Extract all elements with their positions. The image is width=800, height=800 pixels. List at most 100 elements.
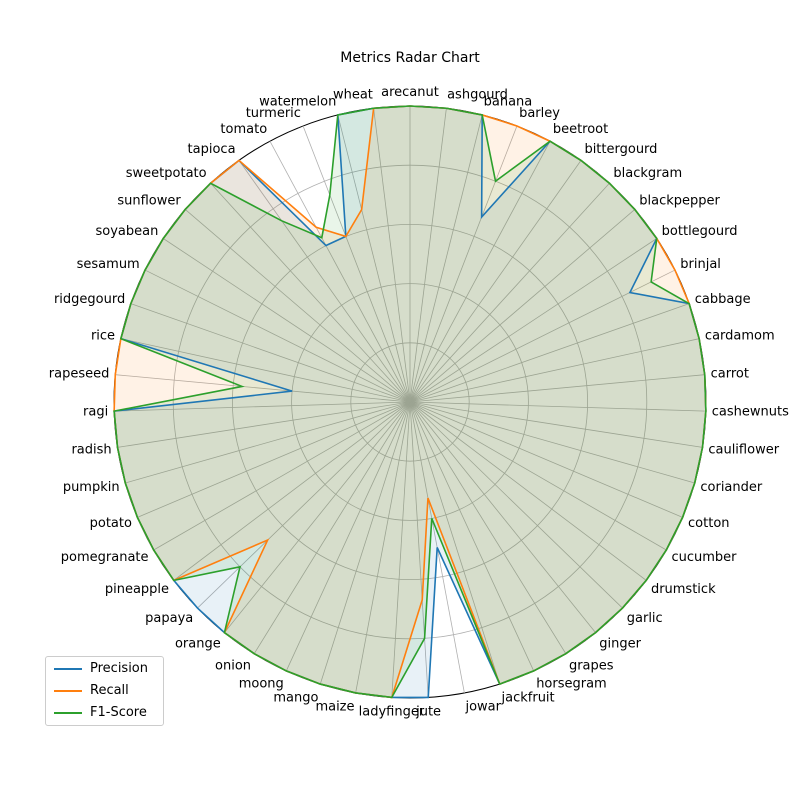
category-label: orange	[175, 636, 221, 651]
category-label: tapioca	[188, 142, 236, 157]
angular-grid-line	[409, 141, 551, 403]
angular-grid-line	[173, 401, 411, 581]
angular-grid-line	[409, 338, 700, 403]
angular-grid-line	[409, 401, 695, 484]
category-label: ridgegourd	[54, 292, 125, 307]
category-label: rice	[91, 329, 115, 344]
category-label: cucumber	[671, 550, 737, 565]
angular-grid-line	[409, 401, 429, 698]
legend-label: Precision	[90, 661, 149, 676]
angular-grid-line	[285, 401, 411, 672]
angular-grid-line	[409, 401, 706, 412]
category-label: jackfruit	[501, 690, 555, 705]
category-label: pineapple	[105, 582, 169, 597]
angular-grid-line	[409, 401, 501, 685]
legend-item: F1-Score	[54, 702, 163, 723]
category-label: sweetpotato	[126, 166, 207, 181]
legend-label: Recall	[90, 683, 129, 698]
category-label: sesamum	[77, 257, 140, 272]
angular-grid-line	[197, 401, 411, 609]
category-label: carrot	[711, 366, 749, 381]
series-fill-f1-score	[114, 106, 706, 698]
angular-grid-line	[184, 209, 411, 403]
category-label: barley	[519, 106, 560, 121]
radar-grid	[113, 105, 707, 699]
angular-grid-line	[409, 401, 667, 551]
category-label: ragi	[83, 405, 108, 420]
category-label: onion	[215, 659, 251, 674]
chart-title: Metrics Radar Chart	[340, 50, 480, 66]
category-label: grapes	[569, 659, 614, 674]
angular-grid-line	[125, 401, 411, 484]
angular-grid-line	[409, 114, 483, 403]
angular-grid-line	[224, 401, 411, 633]
angular-grid-line	[337, 114, 411, 403]
angular-grid-line	[373, 108, 411, 403]
category-label: sunflower	[117, 193, 181, 208]
angular-grid-line	[302, 125, 411, 403]
category-label: coriander	[700, 480, 763, 495]
angular-grid-line	[409, 182, 610, 403]
category-label: pumpkin	[63, 480, 120, 495]
category-label: watermelon	[259, 94, 336, 109]
category-label: banana	[484, 94, 533, 109]
series-line-f1-score	[113, 105, 707, 699]
legend-swatch	[54, 711, 82, 714]
category-label: pomegranate	[61, 550, 149, 565]
category-label: cardamom	[705, 329, 775, 344]
category-label: mango	[273, 690, 318, 705]
legend: Precision Recall F1-Score	[45, 656, 164, 726]
category-label: cauliflower	[708, 443, 779, 458]
category-label: ladyfinger	[359, 704, 425, 719]
angular-grid-line	[115, 374, 411, 403]
angular-grid-line	[253, 401, 411, 654]
angular-grid-line	[409, 238, 657, 403]
category-label: papaya	[145, 611, 193, 626]
category-label: jowar	[464, 700, 501, 715]
legend-item: Precision	[54, 658, 163, 679]
angular-grid-line	[137, 401, 411, 518]
category-label: tomato	[220, 122, 267, 137]
category-label: bottlegourd	[662, 224, 738, 239]
category-label: radish	[71, 443, 111, 458]
angular-grid-line	[409, 374, 705, 403]
series-lines	[113, 105, 707, 699]
category-label: cashewnuts	[712, 405, 789, 420]
angular-grid-line	[409, 401, 567, 654]
angular-grid-line	[319, 401, 411, 685]
category-label: drumstick	[651, 582, 716, 597]
legend-swatch	[54, 667, 82, 670]
angular-grid-line	[355, 401, 411, 694]
category-label: brinjal	[680, 257, 721, 272]
angular-grid-line	[409, 401, 703, 448]
category-label: beetroot	[553, 122, 608, 137]
category-label: ashgourd	[447, 87, 508, 102]
category-label: cabbage	[695, 292, 751, 307]
angular-grid-line	[409, 160, 582, 403]
angular-grid-line	[130, 303, 411, 403]
category-label: arecanut	[381, 85, 439, 100]
angular-grid-line	[409, 209, 636, 403]
category-label: horsegram	[536, 677, 607, 692]
category-label: rapeseed	[49, 366, 110, 381]
category-label: maize	[315, 700, 354, 715]
category-label: bittergourd	[584, 142, 657, 157]
category-label: blackpepper	[639, 193, 720, 208]
angular-grid-line	[114, 401, 411, 412]
category-label: garlic	[627, 611, 663, 626]
category-label: soyabean	[95, 224, 158, 239]
angular-grid-line	[409, 401, 623, 609]
angular-grid-line	[409, 108, 447, 403]
angular-grid-line	[391, 401, 411, 698]
angular-grid-line	[153, 401, 411, 551]
angular-grid-line	[163, 238, 411, 403]
legend-item: Recall	[54, 680, 163, 701]
angular-grid-line	[409, 401, 596, 633]
angular-grid-line	[409, 303, 690, 403]
angular-grid-line	[238, 160, 411, 403]
angular-grid-line	[269, 141, 411, 403]
category-label: ginger	[599, 636, 641, 651]
category-label: cotton	[688, 516, 730, 531]
angular-grid-line	[144, 269, 411, 403]
series-fills	[114, 106, 706, 698]
